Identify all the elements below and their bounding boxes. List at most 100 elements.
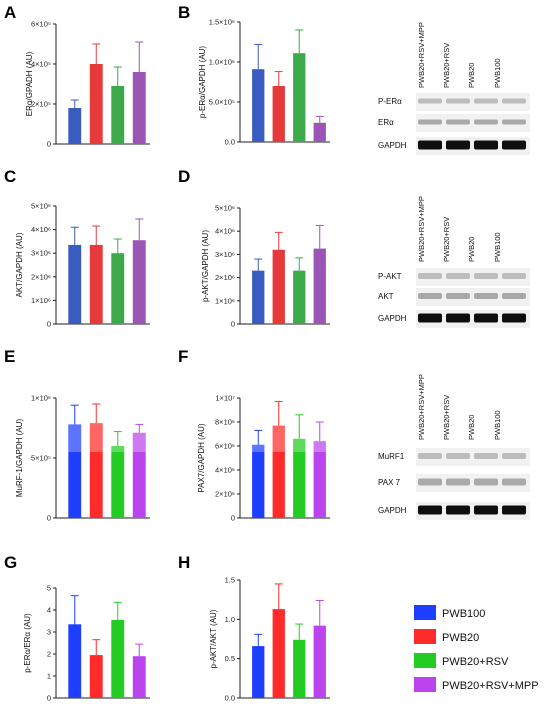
blot-band <box>446 293 470 299</box>
blot-band <box>418 453 442 459</box>
y-tick-label: 5×10⁵ <box>31 454 51 463</box>
blot-lane-label: PWB20+RSV+MPP <box>417 196 426 262</box>
bar-2 <box>272 425 285 518</box>
blot-band <box>502 293 526 299</box>
bar-2 <box>89 423 103 518</box>
blot-membrane <box>416 310 530 328</box>
y-tick-label: 4 <box>47 606 51 615</box>
blot-membrane <box>416 448 530 466</box>
bar-4 <box>313 248 326 324</box>
chart-panel-c: C 0 1×10⁶ 2×10⁶ 3×10⁶ 4×10⁶ 5×10⁶ AKT/GAPDH (AU… <box>4 167 150 329</box>
y-tick-label: 0 <box>47 694 51 703</box>
y-tick-label: 3 <box>47 628 51 637</box>
bar-1 <box>252 270 265 324</box>
blot-membrane <box>416 474 530 492</box>
blot-membrane <box>416 288 530 306</box>
chart-panel-f: F 0 2×10⁶ 4×10⁶ 6×10⁶ 8×10⁶ 1×10⁷ PAX7/GAPDH (A… <box>178 347 330 523</box>
bar-overlay <box>111 446 125 452</box>
blot-band <box>502 505 526 515</box>
bar-2 <box>272 249 285 324</box>
blot-band <box>474 119 498 125</box>
blot-band <box>502 478 526 486</box>
y-tick-label: 4×10⁶ <box>215 466 235 475</box>
bar-1 <box>252 69 265 142</box>
y-tick-label: 1 <box>47 672 51 681</box>
y-tick-label: 0 <box>47 514 51 523</box>
blot-band <box>474 505 498 515</box>
y-tick-label: 3×10⁶ <box>215 250 235 259</box>
blot-band <box>418 478 442 486</box>
y-tick-label: 4×10⁶ <box>31 225 51 234</box>
chart-panel-h: H 0.0 0.5 1.0 1.5 p-AKT/AKT (AU) <box>178 553 330 703</box>
y-axis-label: p-ERα/GAPDH (AU) <box>198 46 207 119</box>
y-tick-label: 2×10⁵ <box>31 100 51 109</box>
blot-band <box>502 453 526 459</box>
blot-lane-label: PWB100 <box>493 232 502 262</box>
legend-swatch <box>414 677 436 692</box>
y-tick-label: 2×10⁶ <box>31 272 51 281</box>
western-blots: PWB20+RSV+MPP PWB20+RSV PWB20 PWB100 P-ERα ER… <box>378 22 530 520</box>
bar-3 <box>293 53 306 143</box>
blot-row-label: PAX 7 <box>378 478 401 487</box>
blot-membrane <box>416 93 530 111</box>
y-tick-label: 0.0 <box>225 138 235 147</box>
blot-band <box>446 119 470 125</box>
y-tick-label: 0 <box>47 140 51 149</box>
bar-4 <box>132 240 146 324</box>
bar-overlay <box>68 424 82 452</box>
bar-overlay <box>313 441 326 452</box>
blot-band <box>502 98 526 104</box>
legend-label: PWB20 <box>442 632 479 644</box>
y-axis-label: AKT/GAPDH (AU) <box>15 232 24 297</box>
blot-row-label: GAPDH <box>378 314 407 323</box>
bar-4 <box>313 122 326 142</box>
bar-1 <box>68 108 82 144</box>
blot-band <box>502 119 526 125</box>
blot-band <box>446 140 470 150</box>
bar-4 <box>132 432 146 518</box>
blot-row-label: GAPDH <box>378 141 407 150</box>
blot-row-label: MuRF1 <box>378 452 405 461</box>
y-axis-label: MuRF-1/GAPDH (AU) <box>15 419 24 498</box>
bar-3 <box>293 438 306 518</box>
y-tick-label: 1×10⁶ <box>215 296 235 305</box>
y-tick-label: 5×10⁶ <box>31 202 51 211</box>
blot-band <box>474 453 498 459</box>
panel-letter-d: D <box>178 167 190 186</box>
blot-band <box>418 98 442 104</box>
bar-4 <box>313 625 326 698</box>
blot-band <box>446 453 470 459</box>
y-tick-label: 0 <box>231 514 235 523</box>
panel-letter-f: F <box>178 347 188 366</box>
blot-band <box>446 273 470 279</box>
panel-letter-h: H <box>178 553 190 572</box>
blot-band <box>418 119 442 125</box>
legend-label: PWB100 <box>442 608 485 620</box>
legend-swatch <box>414 605 436 620</box>
y-tick-label: 2×10⁶ <box>215 273 235 282</box>
blot-band <box>446 478 470 486</box>
bar-1 <box>252 646 265 698</box>
bar-3 <box>111 446 125 518</box>
blot-lane-label: PWB20 <box>467 63 476 88</box>
blot-lane-label: PWB20+RSV+MPP <box>417 374 426 440</box>
blot-lane-label: PWB100 <box>493 58 502 88</box>
bar-4 <box>313 441 326 518</box>
bar-3 <box>111 86 125 144</box>
blot-lane-label: PWB20 <box>467 237 476 262</box>
blot-band <box>446 505 470 515</box>
legend-label: PWB20+RSV <box>442 656 509 668</box>
y-axis-label: PAX7/GAPDH (AU) <box>197 423 206 493</box>
bar-3 <box>293 270 306 324</box>
blot-lane-label: PWB20+RSV+MPP <box>417 22 426 88</box>
blot-1: PWB20+RSV+MPP PWB20+RSV PWB20 PWB100 P-ERα ER… <box>378 22 530 155</box>
y-tick-label: 4×10⁶ <box>215 227 235 236</box>
panel-letter-c: C <box>4 167 16 186</box>
bar-1 <box>68 244 82 324</box>
blot-band <box>474 273 498 279</box>
y-tick-label: 1×10⁷ <box>215 394 235 403</box>
bar-3 <box>111 619 125 698</box>
y-tick-label: 0.0 <box>225 694 235 703</box>
y-axis-label: p-ERα/ERα (AU) <box>23 613 32 673</box>
y-axis-label: p-AKT/GAPDH (AU) <box>201 230 210 302</box>
